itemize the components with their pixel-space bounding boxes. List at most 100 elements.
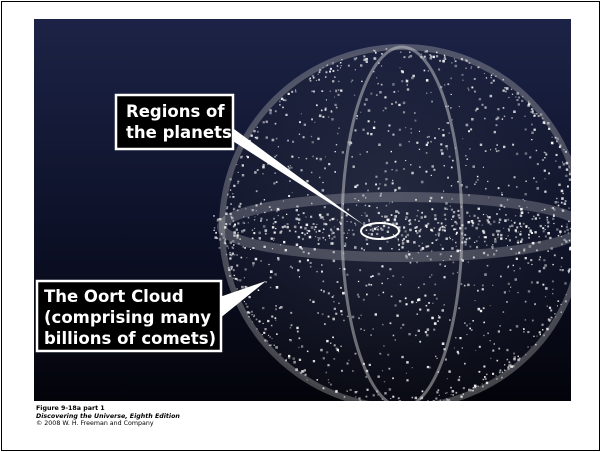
comet-dot	[457, 214, 460, 217]
comet-dot	[503, 145, 506, 149]
comet-dot	[427, 400, 429, 401]
comet-dot	[433, 328, 436, 331]
comet-dot	[246, 155, 248, 157]
comet-dot	[290, 324, 293, 327]
comet-dot	[484, 236, 487, 239]
comet-dot	[449, 319, 451, 321]
comet-dot	[343, 319, 345, 322]
comet-dot	[508, 290, 511, 292]
comet-dot	[439, 263, 442, 266]
comet-dot	[416, 313, 418, 315]
comet-dot	[478, 345, 481, 348]
comet-dot	[477, 66, 480, 69]
comet-dot	[264, 211, 266, 214]
comet-dot	[510, 220, 512, 222]
comet-dot	[439, 59, 442, 62]
comet-dot	[426, 308, 430, 312]
comet-dot	[392, 377, 394, 380]
comet-dot	[441, 342, 445, 345]
comet-dot	[436, 51, 438, 54]
comet-dot	[281, 226, 284, 229]
comet-dot	[336, 227, 339, 231]
comet-dot	[465, 123, 469, 127]
comet-dot	[263, 331, 266, 334]
comet-dot	[251, 229, 254, 231]
comet-dot	[466, 333, 468, 336]
comet-dot	[289, 265, 292, 268]
comet-dot	[426, 226, 428, 228]
comet-dot	[363, 222, 366, 224]
comet-dot	[224, 238, 227, 241]
comet-dot	[237, 182, 239, 185]
comet-dot	[234, 277, 237, 280]
comet-dot	[465, 59, 467, 61]
comet-dot	[321, 90, 323, 92]
comet-dot	[419, 340, 422, 343]
comet-dot	[237, 222, 240, 225]
comet-dot	[470, 389, 473, 392]
comet-dot	[495, 148, 497, 150]
comet-dot	[404, 235, 407, 238]
comet-dot	[476, 175, 479, 178]
comet-dot	[418, 220, 420, 222]
comet-dot	[433, 168, 436, 171]
comet-dot	[354, 352, 357, 355]
comet-dot	[483, 236, 486, 239]
comet-dot	[286, 223, 289, 226]
comet-dot	[296, 205, 299, 208]
comet-dot	[560, 189, 564, 193]
comet-dot	[215, 231, 217, 234]
comet-dot	[302, 251, 305, 254]
comet-dot	[544, 229, 546, 231]
comet-dot	[358, 397, 361, 400]
comet-dot	[501, 118, 504, 120]
comet-dot	[269, 344, 271, 346]
comet-dot	[279, 100, 281, 103]
comet-dot	[299, 226, 303, 229]
comet-dot	[301, 232, 304, 234]
comet-dot	[304, 227, 307, 230]
comet-dot	[282, 99, 285, 101]
comet-dot	[346, 390, 348, 392]
comet-dot	[385, 48, 388, 50]
comet-dot	[493, 343, 495, 345]
comet-dot	[233, 196, 235, 198]
comet-dot	[516, 92, 519, 95]
comet-dot	[531, 111, 534, 114]
comet-dot	[334, 103, 337, 106]
comet-dot	[241, 285, 244, 289]
label-line: (comprising many	[44, 308, 211, 327]
comet-dot	[484, 117, 486, 120]
comet-dot	[321, 264, 323, 266]
comet-dot	[474, 183, 476, 185]
comet-dot	[561, 269, 564, 272]
comet-dot	[258, 231, 261, 235]
comet-dot	[214, 236, 217, 239]
comet-dot	[431, 165, 434, 168]
comet-dot	[501, 376, 503, 379]
comet-dot	[513, 357, 516, 361]
comet-dot	[457, 209, 460, 212]
comet-dot	[226, 208, 228, 210]
comet-dot	[425, 152, 428, 154]
comet-dot	[384, 215, 387, 218]
comet-dot	[275, 181, 278, 183]
comet-dot	[398, 248, 400, 251]
comet-dot	[537, 115, 540, 117]
comet-dot	[461, 241, 464, 244]
comet-dot	[518, 205, 521, 207]
comet-dot	[510, 365, 513, 368]
comet-dot	[541, 117, 544, 120]
comet-dot	[495, 250, 497, 252]
comet-dot	[519, 233, 522, 236]
comet-dot	[270, 209, 272, 211]
comet-dot	[296, 326, 299, 330]
comet-dot	[243, 216, 245, 218]
comet-dot	[224, 226, 227, 229]
comet-dot	[327, 292, 330, 295]
comet-dot	[335, 106, 338, 109]
comet-dot	[552, 280, 554, 283]
comet-dot	[527, 346, 529, 348]
comet-dot	[252, 262, 255, 265]
comet-dot	[409, 261, 412, 264]
